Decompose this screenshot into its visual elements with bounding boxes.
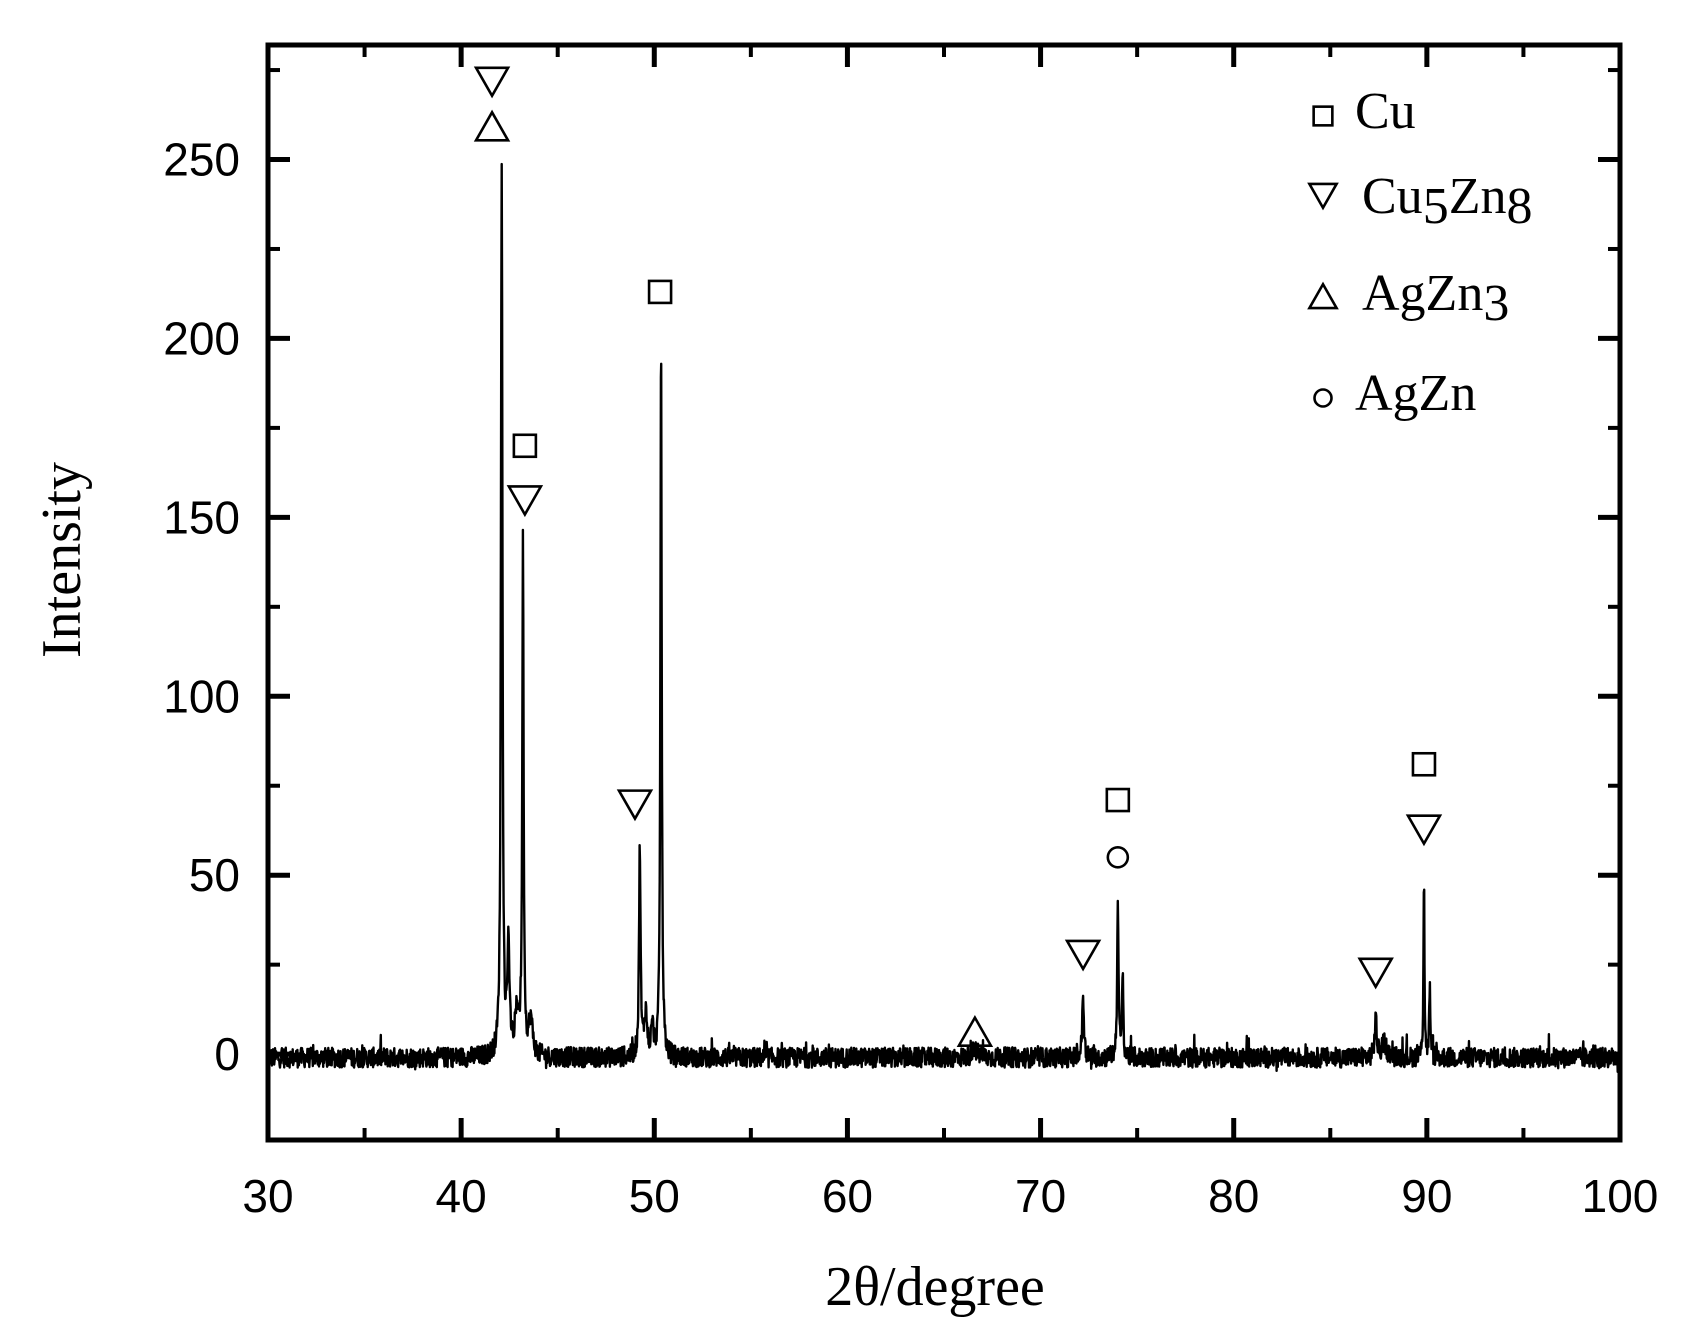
legend-label-cu5zn8-mid: Zn <box>1449 168 1507 225</box>
legend-symbol-triangle-down <box>1307 182 1339 211</box>
svg-text:AgZn: AgZn <box>1355 365 1476 422</box>
x-tick-label: 70 <box>1015 1170 1066 1222</box>
y-tick-label: 0 <box>214 1028 240 1080</box>
legend-item-cu5zn8: Cu5Zn8 <box>1362 168 1532 235</box>
legend-item-agzn3: AgZn3 <box>1362 265 1509 332</box>
legend-symbol-triangle-up <box>1307 281 1339 310</box>
peak-marker-square <box>1105 787 1131 813</box>
peak-marker-triangle-down <box>1405 814 1443 847</box>
x-tick-label: 90 <box>1401 1170 1452 1222</box>
peak-marker-triangle-up <box>473 109 511 142</box>
legend-label-cu5zn8-sub1: 5 <box>1423 178 1449 235</box>
legend-label-agzn3-base: AgZn <box>1362 265 1483 322</box>
x-tick-label: 80 <box>1208 1170 1259 1222</box>
x-tick-label: 30 <box>242 1170 293 1222</box>
legend-item-cu: Cu <box>1355 83 1416 140</box>
peak-marker-square <box>512 433 538 459</box>
x-tick-label: 100 <box>1582 1170 1659 1222</box>
y-tick-label: 150 <box>163 491 240 543</box>
legend-label-agzn3-sub: 3 <box>1483 275 1509 332</box>
x-tick-label: 40 <box>436 1170 487 1222</box>
legend-label-cu5zn8-base: Cu <box>1362 168 1423 225</box>
xrd-pattern-line <box>267 162 1622 1074</box>
y-tick-label: 200 <box>163 312 240 364</box>
axis-ticks: 30 40 50 60 70 80 90 100 0 50 100 150 200 250 <box>163 45 1658 1222</box>
y-axis-title: Intensity <box>31 462 93 658</box>
y-tick-label: 100 <box>163 670 240 722</box>
x-tick-label: 60 <box>822 1170 873 1222</box>
legend-item-agzn: AgZn <box>1355 365 1476 422</box>
x-axis-title: 2θ/degree <box>825 1256 1045 1318</box>
y-tick-label: 50 <box>189 849 240 901</box>
peak-marker-triangle-down <box>1357 957 1394 990</box>
peak-marker-triangle-down <box>1064 939 1102 972</box>
x-tick-label: 50 <box>629 1170 680 1222</box>
plot-frame <box>265 42 1623 1143</box>
plot-area <box>267 162 1622 1074</box>
peak-annotations <box>473 66 1443 1047</box>
peak-marker-square <box>1411 751 1437 777</box>
legend-label-cu: Cu <box>1355 83 1416 140</box>
legend-label-agzn: AgZn <box>1355 365 1476 422</box>
legend-symbol-circle <box>1313 388 1333 408</box>
peak-marker-square <box>647 279 673 305</box>
plot-border <box>265 42 1623 1143</box>
legend: Cu Cu5Zn8 AgZn3 AgZn <box>1307 83 1532 422</box>
peak-marker-circle <box>1106 846 1130 869</box>
peak-marker-triangle-down <box>473 66 511 99</box>
legend-symbol-square <box>1312 105 1334 127</box>
peak-marker-triangle-down <box>506 485 544 518</box>
svg-text:Cu5Zn8: Cu5Zn8 <box>1362 168 1532 235</box>
y-tick-label: 250 <box>163 134 240 186</box>
peak-marker-triangle-down <box>616 789 654 822</box>
peak-marker-triangle-up <box>956 1015 994 1047</box>
svg-text:Cu: Cu <box>1355 83 1416 140</box>
svg-text:AgZn3: AgZn3 <box>1362 265 1509 332</box>
legend-label-cu5zn8-sub2: 8 <box>1506 178 1532 235</box>
